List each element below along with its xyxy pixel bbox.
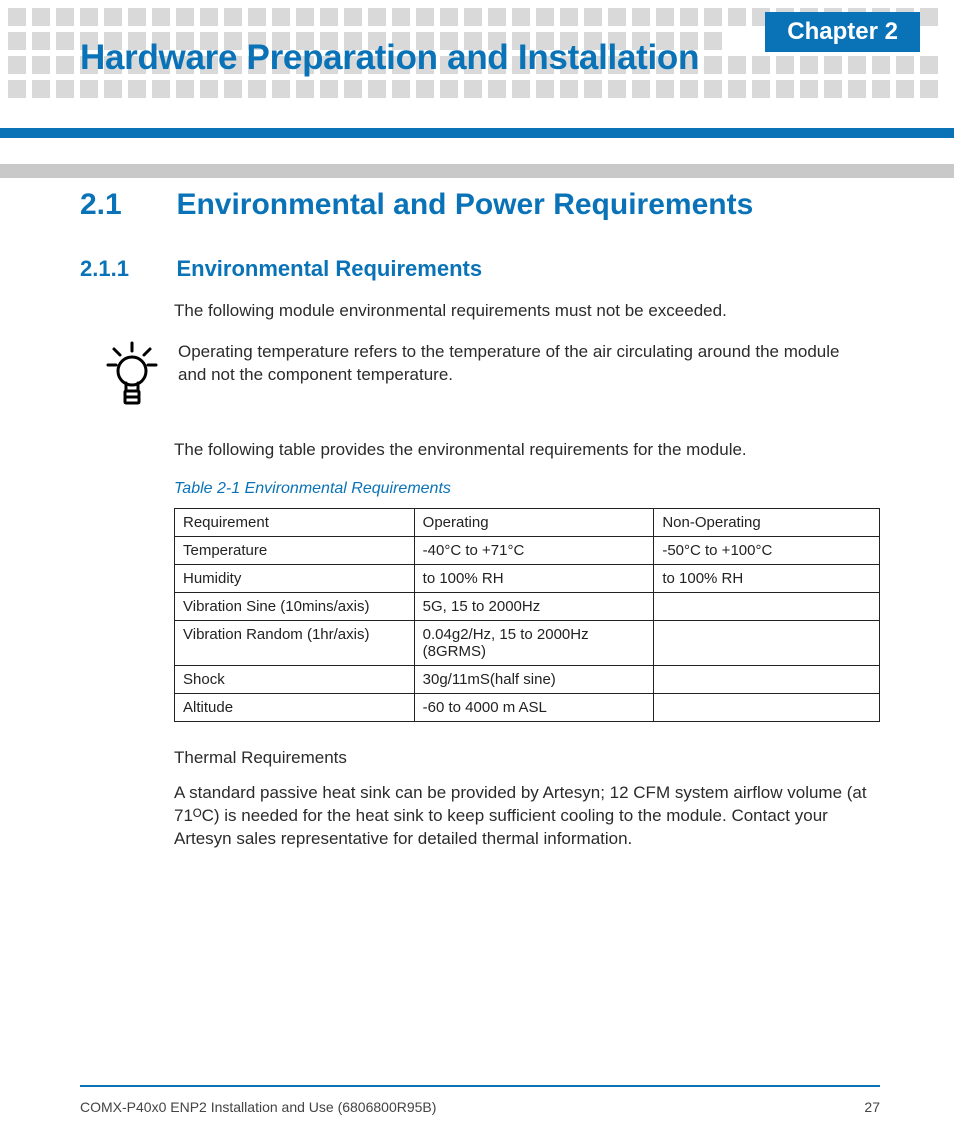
footer-doc-id: COMX-P40x0 ENP2 Installation and Use (68… [80, 1099, 436, 1115]
footer: COMX-P40x0 ENP2 Installation and Use (68… [80, 1099, 880, 1115]
thermal-body: A standard passive heat sink can be prov… [174, 782, 880, 851]
table-cell: Temperature [175, 536, 415, 564]
table-cell: Vibration Random (1hr/axis) [175, 620, 415, 665]
table-row: Temperature-40°C to +71°C-50°C to +100°C [175, 536, 880, 564]
table-cell [654, 592, 880, 620]
table-cell: 0.04g2/Hz, 15 to 2000Hz (8GRMS) [414, 620, 654, 665]
table-cell: -40°C to +71°C [414, 536, 654, 564]
table-cell: -50°C to +100°C [654, 536, 880, 564]
section-heading: 2.1 Environmental and Power Requirements [80, 188, 880, 222]
header-rule-gray [0, 164, 954, 178]
section-title: Environmental and Power Requirements [176, 188, 753, 222]
intro-paragraph: The following module environmental requi… [174, 300, 880, 323]
table-row: Humidityto 100% RHto 100% RH [175, 564, 880, 592]
footer-page-number: 27 [864, 1099, 880, 1115]
tip-text: Operating temperature refers to the temp… [178, 341, 868, 387]
table-cell: Altitude [175, 693, 415, 721]
table-cell: -60 to 4000 m ASL [414, 693, 654, 721]
table-cell [654, 665, 880, 693]
table-cell [654, 620, 880, 665]
table-cell: to 100% RH [654, 564, 880, 592]
table-row: Vibration Random (1hr/axis)0.04g2/Hz, 15… [175, 620, 880, 665]
subsection-heading: 2.1.1 Environmental Requirements [80, 256, 880, 282]
subsection-title: Environmental Requirements [176, 256, 482, 282]
table-header-row: Requirement Operating Non-Operating [175, 508, 880, 536]
table-header-cell: Non-Operating [654, 508, 880, 536]
table-cell [654, 693, 880, 721]
thermal-heading: Thermal Requirements [174, 748, 880, 768]
tip-callout: Operating temperature refers to the temp… [106, 341, 880, 409]
header-rule-blue [0, 128, 954, 138]
subsection-number: 2.1.1 [80, 256, 172, 282]
env-requirements-table: Requirement Operating Non-Operating Temp… [174, 508, 880, 722]
table-row: Altitude-60 to 4000 m ASL [175, 693, 880, 721]
doc-title: Hardware Preparation and Installation [80, 38, 699, 78]
table-cell: 5G, 15 to 2000Hz [414, 592, 654, 620]
table-header-cell: Operating [414, 508, 654, 536]
table-caption: Table 2-1 Environmental Requirements [174, 480, 880, 498]
content-area: 2.1 Environmental and Power Requirements… [80, 182, 880, 869]
chapter-badge: Chapter 2 [765, 12, 920, 52]
section-number: 2.1 [80, 188, 172, 222]
table-leadin: The following table provides the environ… [174, 439, 880, 462]
header-dots-row [0, 80, 954, 98]
lightbulb-icon [106, 341, 158, 409]
table-row: Vibration Sine (10mins/axis)5G, 15 to 20… [175, 592, 880, 620]
table-header-cell: Requirement [175, 508, 415, 536]
footer-rule [80, 1085, 880, 1087]
table-cell: Shock [175, 665, 415, 693]
table-cell: 30g/11mS(half sine) [414, 665, 654, 693]
table-cell: Humidity [175, 564, 415, 592]
table-cell: Vibration Sine (10mins/axis) [175, 592, 415, 620]
table-row: Shock30g/11mS(half sine) [175, 665, 880, 693]
table-cell: to 100% RH [414, 564, 654, 592]
